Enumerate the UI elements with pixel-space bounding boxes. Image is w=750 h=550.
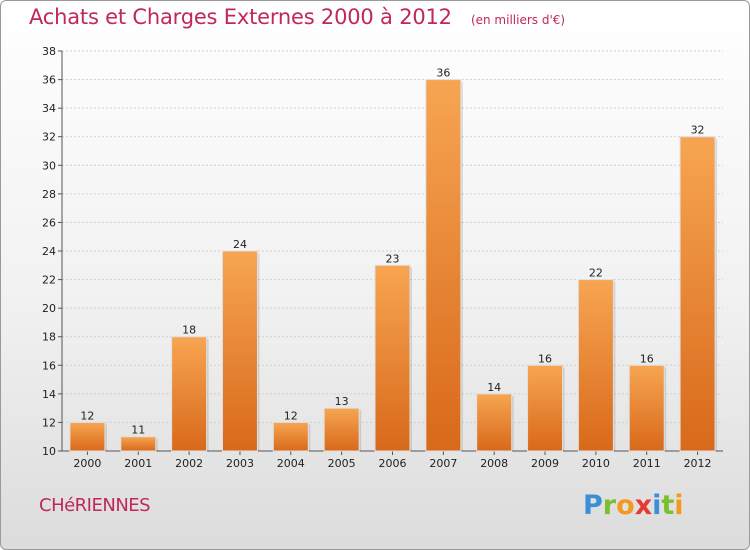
x-tick-label: 2000 (73, 457, 101, 470)
data-label: 11 (131, 424, 145, 437)
data-label: 14 (487, 381, 501, 394)
y-tick-label: 36 (42, 74, 56, 87)
y-tick-label: 18 (42, 331, 56, 344)
data-label: 18 (182, 324, 196, 337)
commune-name: CHéRIENNES (39, 495, 151, 516)
x-tick-label: 2007 (429, 457, 457, 470)
x-tick-label: 2004 (277, 457, 305, 470)
y-tick-label: 38 (42, 45, 56, 58)
bar (221, 250, 258, 452)
data-label: 16 (640, 352, 654, 365)
bar (323, 407, 360, 452)
y-tick-label: 26 (42, 216, 56, 229)
chart-title: Achats et Charges Externes 2000 à 2012 (29, 5, 452, 29)
logo-letter: P (583, 490, 603, 521)
data-label: 36 (436, 67, 450, 80)
data-label: 12 (80, 409, 94, 422)
x-tick-label: 2009 (531, 457, 559, 470)
data-label: 23 (386, 252, 400, 265)
bar (120, 436, 157, 452)
y-tick-label: 14 (42, 388, 56, 401)
bar (628, 364, 665, 452)
logo-letter: x (634, 490, 653, 521)
bar (374, 264, 411, 452)
logo-letter: t (661, 490, 675, 521)
data-label: 12 (284, 409, 298, 422)
chart-subtitle: (en milliers d'€) (470, 13, 566, 27)
x-tick-label: 2006 (379, 457, 407, 470)
x-tick-label: 2002 (175, 457, 203, 470)
bar (425, 79, 462, 452)
x-tick-label: 2003 (226, 457, 254, 470)
x-tick-label: 2001 (124, 457, 152, 470)
proxiti-logo: Proxiti (583, 490, 684, 521)
logo-letter: r (602, 490, 617, 521)
data-label: 22 (589, 267, 603, 280)
data-label: 13 (335, 395, 349, 408)
axis-layer: 10 12 14 16 18 20 22 24 26 28 30 32 34 36 38 2000 2001 20… (42, 45, 723, 470)
bar (272, 421, 309, 452)
logo-letter: o (616, 490, 635, 521)
y-tick-label: 28 (42, 188, 56, 201)
bar (171, 336, 208, 452)
data-label: 24 (233, 238, 247, 251)
bar (577, 279, 614, 452)
y-tick-label: 16 (42, 359, 56, 372)
x-tick-label: 2010 (582, 457, 610, 470)
y-tick-label: 20 (42, 302, 56, 315)
logo-letter: i (652, 490, 662, 521)
x-tick-label: 2012 (684, 457, 712, 470)
y-tick-label: 34 (42, 102, 56, 115)
y-tick-label: 30 (42, 159, 56, 172)
y-tick-label: 12 (42, 416, 56, 429)
y-tick-label: 24 (42, 245, 56, 258)
label-layer: 12 11 18 24 12 13 23 36 14 16 22 16 32 (80, 67, 704, 437)
logo-letter: i (674, 490, 684, 521)
bar-layer (69, 79, 718, 452)
y-tick-label: 10 (42, 445, 56, 458)
x-tick-label: 2005 (328, 457, 356, 470)
y-tick-label: 22 (42, 274, 56, 287)
data-label: 32 (691, 124, 705, 137)
x-tick-label: 2008 (480, 457, 508, 470)
bar (69, 421, 106, 452)
title-row: Achats et Charges Externes 2000 à 2012 (… (29, 5, 565, 29)
data-label: 16 (538, 352, 552, 365)
x-tick-label: 2011 (633, 457, 661, 470)
y-tick-label: 32 (42, 131, 56, 144)
bar (476, 393, 513, 452)
bar (679, 136, 716, 452)
bar (527, 364, 564, 452)
